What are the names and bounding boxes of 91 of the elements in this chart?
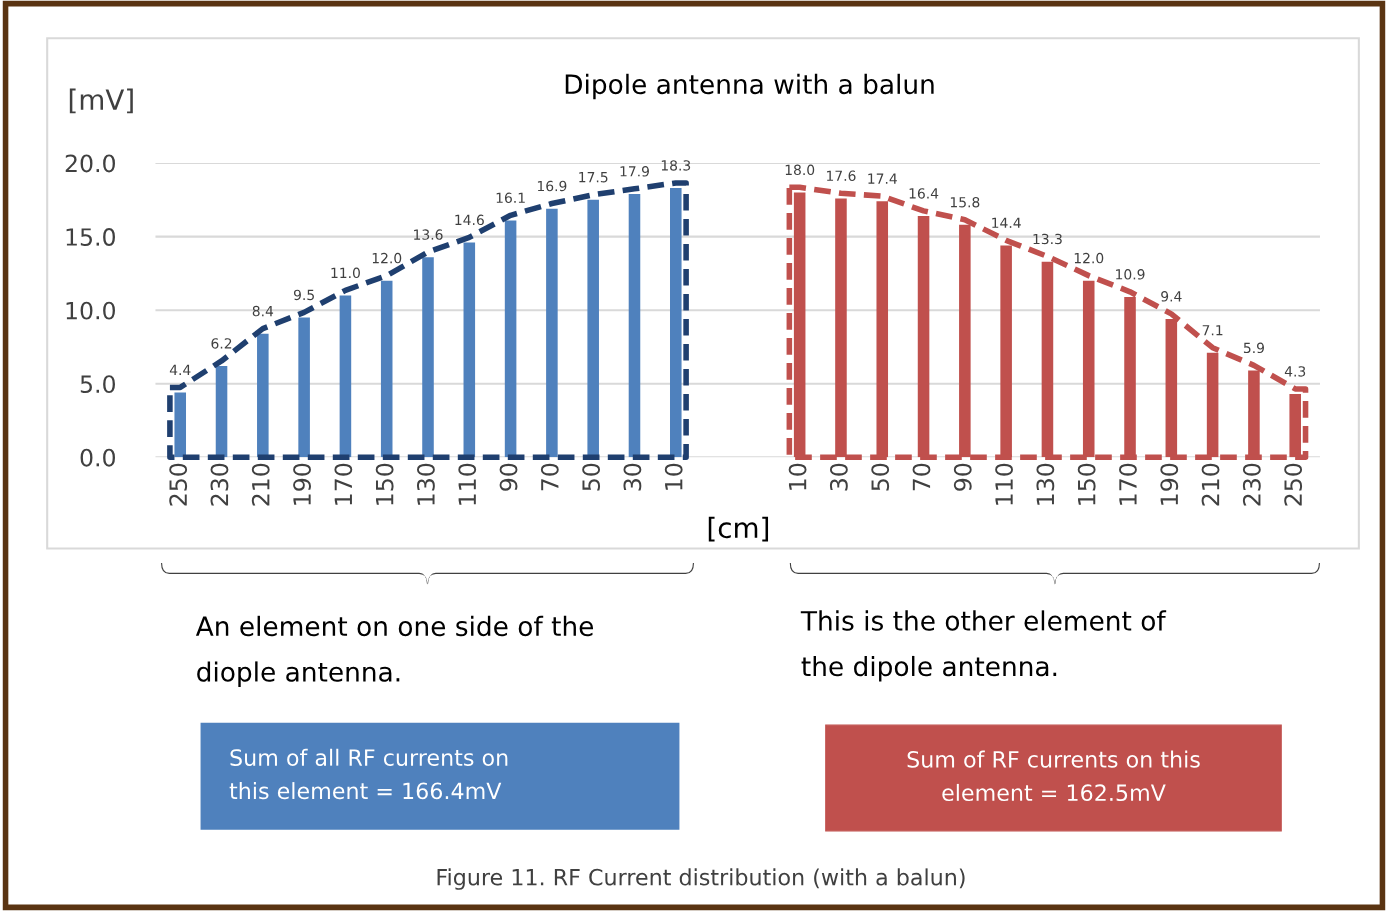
bar bbox=[504, 220, 517, 458]
x-tick-label: 230 bbox=[1242, 463, 1261, 506]
data-label: 14.4 bbox=[992, 217, 1021, 228]
x-tick-label: 30 bbox=[829, 463, 848, 491]
text: Sum of RF currents on this element = 162.5mV bbox=[907, 750, 1200, 802]
data-label: 12.0 bbox=[1074, 252, 1104, 264]
bar bbox=[339, 295, 352, 458]
y-tick-label: 0.0 bbox=[80, 448, 115, 467]
bar bbox=[174, 392, 187, 458]
data-label: 9.5 bbox=[293, 289, 314, 301]
y-tick-label: 20.0 bbox=[65, 154, 115, 173]
x-axis-title: [cm] bbox=[708, 516, 769, 542]
x-tick-label: 70 bbox=[912, 463, 931, 491]
x-tick-label: 130 bbox=[417, 463, 435, 505]
bar bbox=[257, 333, 269, 458]
bar bbox=[298, 317, 310, 458]
caption: Figure 11. RF Current distribution (with a balun) bbox=[437, 868, 965, 890]
data-label: 5.9 bbox=[1243, 342, 1264, 354]
x-tick-label: 50 bbox=[871, 463, 890, 491]
y-tick-label: 5.0 bbox=[80, 375, 115, 394]
x-tick-label: 250 bbox=[169, 463, 188, 506]
data-label: 16.4 bbox=[909, 188, 939, 199]
data-label: 8.4 bbox=[252, 305, 274, 317]
bar bbox=[793, 192, 806, 458]
data-label: 17.4 bbox=[868, 173, 897, 184]
text: This is the other element of the dipole antenna. bbox=[800, 610, 1167, 682]
x-tick-label: 10 bbox=[788, 463, 807, 490]
bar bbox=[670, 188, 682, 458]
data-label: 7.1 bbox=[1202, 325, 1223, 336]
x-tick-label: 190 bbox=[1160, 463, 1179, 505]
x-tick-label: 90 bbox=[953, 463, 972, 491]
bar bbox=[1124, 296, 1136, 458]
x-tick-label: 210 bbox=[1201, 463, 1220, 506]
x-tick-label: 170 bbox=[1119, 463, 1137, 505]
x-tick-label: 210 bbox=[251, 463, 270, 506]
data-label: 17.5 bbox=[579, 172, 608, 183]
data-label: 15.8 bbox=[950, 196, 980, 208]
bar bbox=[1041, 261, 1054, 458]
data-label: 11.0 bbox=[331, 267, 360, 279]
x-tick-label: 50 bbox=[582, 463, 601, 491]
x-tick-label: 90 bbox=[499, 463, 518, 491]
x-tick-label: 30 bbox=[623, 463, 642, 491]
data-label: 16.1 bbox=[496, 192, 525, 204]
x-tick-label: 70 bbox=[540, 463, 559, 491]
bar bbox=[463, 242, 476, 458]
bar bbox=[1082, 280, 1095, 458]
data-label: 4.3 bbox=[1284, 366, 1306, 377]
bar bbox=[1248, 370, 1260, 458]
data-label: 9.4 bbox=[1161, 291, 1182, 302]
data-label: 16.9 bbox=[537, 180, 567, 192]
bar bbox=[959, 224, 971, 458]
y-tick-label: 10.0 bbox=[66, 301, 115, 320]
x-tick-label: 10 bbox=[664, 463, 683, 490]
x-tick-label: 250 bbox=[1284, 463, 1303, 506]
x-tick-label: 190 bbox=[293, 463, 311, 505]
bar bbox=[1165, 319, 1178, 458]
x-tick-label: 150 bbox=[375, 463, 394, 505]
x-tick-label: 150 bbox=[1077, 463, 1096, 505]
bar bbox=[215, 366, 228, 458]
data-label: 17.9 bbox=[620, 166, 649, 177]
data-label: 18.0 bbox=[785, 164, 815, 176]
data-label: 18.3 bbox=[661, 160, 691, 171]
data-label: 6.2 bbox=[211, 338, 232, 349]
bar bbox=[546, 208, 558, 458]
chart-title: Dipole antenna with a balun bbox=[565, 73, 934, 100]
y-axis-title: [mV] bbox=[69, 88, 133, 114]
x-tick-label: 170 bbox=[334, 463, 353, 505]
data-label: 17.6 bbox=[827, 170, 856, 181]
data-label: 14.6 bbox=[455, 214, 484, 226]
bar bbox=[1000, 245, 1012, 458]
bar bbox=[628, 193, 641, 458]
data-label: 13.3 bbox=[1033, 233, 1062, 245]
data-label: 4.4 bbox=[169, 364, 191, 375]
bar bbox=[876, 201, 889, 458]
x-tick-label: 230 bbox=[210, 463, 229, 506]
bar bbox=[917, 216, 930, 458]
text: Sum of all RF currents on this element = 166.4mV bbox=[229, 748, 508, 800]
x-tick-label: 110 bbox=[995, 463, 1013, 505]
data-label: 13.6 bbox=[414, 229, 443, 240]
data-label: 10.9 bbox=[1116, 269, 1145, 280]
x-tick-label: 110 bbox=[458, 463, 477, 505]
x-tick-label: 130 bbox=[1036, 463, 1055, 505]
bar bbox=[1289, 394, 1301, 458]
text: An element on one side of the diople antenna. bbox=[195, 615, 594, 687]
bar bbox=[587, 199, 599, 458]
bar bbox=[422, 257, 434, 458]
bar bbox=[835, 198, 847, 458]
data-label: 12.0 bbox=[372, 252, 402, 264]
y-tick-label: 15.0 bbox=[66, 228, 115, 246]
bar bbox=[380, 280, 393, 458]
bar bbox=[1206, 352, 1219, 458]
